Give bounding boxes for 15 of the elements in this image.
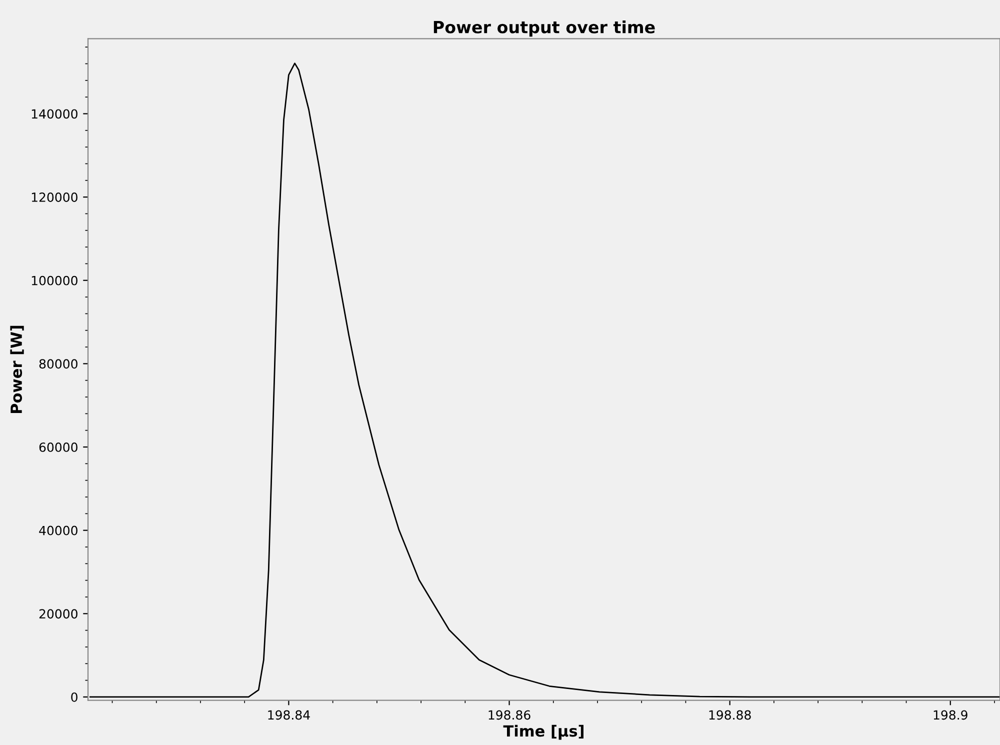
y-tick-label: 140000 bbox=[32, 109, 78, 119]
y-tick-label: 80000 bbox=[39, 359, 78, 369]
x-tick-label: 198.9 bbox=[934, 710, 968, 720]
x-axis-title: Time [µs] bbox=[503, 724, 584, 740]
x-tick-label: 198.86 bbox=[488, 710, 530, 720]
chart-title: Power output over time bbox=[434, 20, 655, 37]
y-tick-label: 20000 bbox=[39, 609, 78, 619]
x-tick-label: 198.88 bbox=[709, 710, 751, 720]
y-tick-label: 120000 bbox=[32, 192, 78, 202]
y-tick-label: 0 bbox=[71, 692, 78, 702]
y-tick-label: 100000 bbox=[32, 276, 78, 286]
y-tick-label: 40000 bbox=[39, 526, 78, 536]
y-axis-title: Power [W] bbox=[10, 326, 24, 414]
y-tick-label: 60000 bbox=[39, 442, 78, 452]
x-tick-label: 198.84 bbox=[268, 710, 310, 720]
